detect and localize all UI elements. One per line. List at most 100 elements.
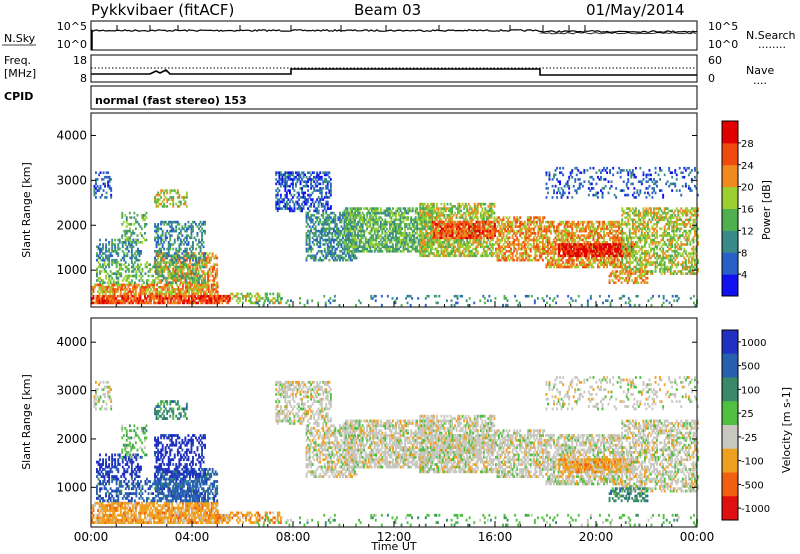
- power-cell: [163, 254, 166, 258]
- power-cell: [289, 171, 291, 174]
- power-cell: [115, 299, 118, 302]
- power-cell: [212, 283, 215, 287]
- power-cell: [179, 272, 182, 275]
- power-cell: [123, 252, 126, 255]
- power-cell: [118, 267, 121, 271]
- power-cell: [185, 276, 188, 280]
- power-cell: [198, 290, 201, 293]
- power-cell: [311, 232, 314, 235]
- power-cell: [183, 301, 186, 305]
- power-cell: [154, 223, 156, 226]
- power-cell: [179, 229, 182, 233]
- power-cell: [164, 279, 167, 282]
- power-cell: [279, 171, 282, 174]
- power-cell: [487, 254, 490, 258]
- power-cell: [523, 220, 526, 224]
- power-cell: [127, 281, 130, 284]
- power-cell: [197, 279, 200, 282]
- power-cell: [124, 232, 127, 235]
- power-cell: [316, 238, 319, 242]
- power-cell: [108, 276, 111, 280]
- power-cell: [361, 225, 364, 228]
- power-cell: [163, 301, 166, 305]
- power-cell: [328, 191, 331, 195]
- power-cell: [157, 225, 160, 228]
- power-cell: [122, 220, 125, 224]
- power-cell: [196, 243, 199, 246]
- power-cell: [175, 254, 178, 258]
- power-cell: [124, 254, 127, 258]
- power-cell: [108, 263, 111, 266]
- power-cell: [192, 229, 194, 233]
- power-cell: [313, 238, 316, 242]
- power-cell: [476, 205, 479, 208]
- power-cell: [251, 294, 253, 298]
- power-cell: [331, 234, 334, 237]
- power-cell: [313, 256, 316, 260]
- power-cell: [146, 281, 148, 284]
- power-cell: [319, 182, 322, 186]
- power-cell: [201, 258, 203, 262]
- power-cell: [126, 276, 129, 280]
- power-cell: [192, 294, 195, 298]
- power-cell: [198, 288, 201, 291]
- power-cell: [293, 209, 296, 213]
- power-cell: [201, 301, 204, 305]
- power-cell: [211, 252, 214, 255]
- power-cell: [168, 297, 171, 300]
- power-cell: [529, 243, 532, 246]
- power-cell: [123, 263, 126, 266]
- power-cell: [170, 227, 173, 231]
- power-cell: [184, 281, 187, 284]
- power-cell: [94, 283, 96, 287]
- power-cell: [319, 178, 322, 181]
- power-cell: [334, 216, 337, 219]
- power-cell: [95, 301, 98, 305]
- power-cell: [178, 274, 181, 278]
- power-cell: [167, 265, 170, 269]
- power-cell: [155, 193, 158, 197]
- power-cell: [157, 276, 160, 280]
- power-cell: [99, 272, 101, 275]
- power-cell: [310, 205, 313, 208]
- power-cell: [489, 225, 492, 228]
- power-cell: [115, 281, 118, 284]
- cpid-text: normal (fast stereo) 153: [95, 94, 247, 107]
- power-cell: [326, 214, 329, 217]
- power-cell: [198, 285, 201, 289]
- power-cell: [157, 250, 160, 253]
- power-cell: [304, 196, 306, 199]
- power-cell: [314, 238, 317, 242]
- power-cell: [172, 301, 175, 305]
- power-cell: [144, 290, 146, 293]
- power-cell: [130, 281, 133, 284]
- power-cell: [176, 236, 179, 240]
- power-cell: [278, 198, 281, 201]
- power-cell: [328, 241, 331, 244]
- power-cell: [319, 250, 322, 253]
- power-cell: [203, 261, 206, 264]
- power-cell: [204, 297, 207, 300]
- power-cell: [124, 247, 127, 251]
- power-cell: [228, 299, 231, 302]
- power-cell: [107, 299, 110, 302]
- power-cell: [325, 200, 328, 204]
- power-cell: [192, 227, 194, 231]
- power-cell: [130, 232, 133, 235]
- power-cell: [192, 220, 194, 224]
- power-cell: [405, 232, 408, 235]
- power-cell: [130, 241, 133, 244]
- power-cell: [118, 238, 121, 242]
- power-cell: [109, 292, 112, 296]
- power-cell: [138, 267, 141, 271]
- power-cell: [95, 299, 98, 302]
- power-cell: [526, 252, 529, 255]
- power-cell: [201, 283, 204, 287]
- power-cell: [317, 234, 320, 237]
- power-cell: [168, 285, 171, 289]
- power-cell: [190, 250, 193, 253]
- power-cell: [154, 301, 157, 305]
- power-cell: [152, 279, 154, 282]
- power-cell: [325, 256, 328, 260]
- power-cell: [135, 254, 138, 258]
